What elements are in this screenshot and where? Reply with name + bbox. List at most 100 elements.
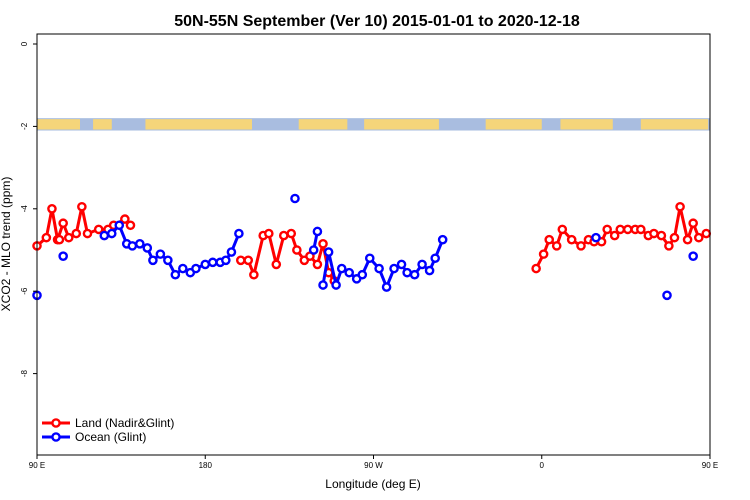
series-layer [32,193,712,301]
series-0-point-1-0 [235,255,246,266]
land-band-2 [145,119,252,130]
series-0-point-2-6 [576,241,586,251]
series-0-point-0-9 [93,224,104,235]
series-1-point-2-14 [417,259,427,270]
series-1-point-2-13 [409,269,420,280]
series-0-point-2-20 [669,232,680,243]
series-1-point-0-10 [170,269,181,280]
series-1-point-2-8 [374,263,384,274]
land-band-5 [485,119,542,130]
series-0-point-2-18 [656,230,667,241]
series-1-point-2-6 [357,269,368,280]
series-1-isolated-point-5 [688,251,698,261]
landmask-strip [37,118,710,131]
series-1-point-2-17 [437,234,448,245]
x-axis: 90 E 180 90 W 0 90 E [29,455,718,470]
series-0-point-2-25 [701,228,712,239]
series-0-point-2-3 [551,241,562,251]
land-band-1 [93,119,112,130]
series-0-point-1-7 [286,228,297,239]
series-0-point-1-1 [243,255,254,266]
series-1-point-1-1 [312,226,323,237]
series-1-point-0-13 [191,263,201,274]
x-tick-label-0: 90 E [29,461,45,470]
series-1-point-0-19 [234,228,244,239]
series-0-point-1-4 [264,228,274,239]
x-tick-label-3: 0 [540,461,545,470]
series-1-isolated-point-1 [58,251,68,261]
series-0-point-1-6 [278,230,289,241]
series-1-point-0-14 [200,259,211,270]
series-1-point-2-16 [430,253,440,264]
series-1-isolated-point-3 [591,232,601,243]
legend-marker-1 [51,432,61,442]
series-0-point-1-12 [318,239,328,249]
series-1-point-0-7 [148,255,158,266]
series-1-line-0 [103,223,241,277]
series-1-point-0-0 [99,230,110,241]
series-1-point-0-6 [142,243,153,253]
series-0-point-2-0 [531,263,541,274]
series-1-point-2-4 [344,267,354,278]
land-band-0 [37,119,80,130]
x-axis-label: Longitude (deg E) [325,477,420,491]
x-tick-label-1: 180 [199,461,213,470]
y-tick-label-4: -8 [20,369,29,377]
series-0-point-0-13 [125,220,136,231]
series-1-point-2-11 [396,259,407,270]
series-1-point-0-2 [114,220,125,231]
legend-label-0: Land (Nadir&Glint) [75,416,174,430]
land-band-3 [298,119,348,130]
series-1-point-2-10 [389,263,399,274]
series-0-line-2 [534,205,707,270]
series-0-point-2-13 [622,224,633,235]
series-1-point-2-2 [331,280,341,290]
series-0-point-0-6 [71,228,82,239]
series-0-point-2-21 [675,201,685,212]
series-0-point-1-2 [249,269,259,280]
series-1-point-1-0 [308,245,319,255]
series-1-point-0-9 [163,255,173,266]
x-tick-label-2: 90 W [364,461,383,470]
series-1-point-0-8 [155,249,166,259]
series-1-point-0-15 [207,257,218,268]
series-1-point-2-1 [323,247,334,257]
series-1-point-0-5 [135,239,145,249]
series-0-point-2-23 [688,218,698,229]
land-band-4 [364,119,439,130]
series-1-point-0-17 [221,255,231,266]
series-1-point-2-9 [381,282,392,292]
series-0-point-2-15 [636,224,646,235]
y-axis-label: XCO2 - MLO trend (ppm) [0,177,13,312]
y-tick-label-0: 0 [20,41,29,46]
y-axis: 0 -2 -4 -6 -8 [20,41,37,377]
series-0-point-1-5 [271,259,282,270]
series-0-point-0-8 [82,228,93,239]
series-1-point-2-3 [336,263,347,274]
y-tick-label-3: -6 [20,287,29,295]
legend-label-1: Ocean (Glint) [75,430,146,444]
y-tick-label-1: -2 [20,122,29,130]
series-0-point-0-7 [77,201,87,212]
series-0-point-2-17 [649,228,659,239]
series-1-point-0-18 [226,247,237,257]
series-1 [32,193,698,301]
y-tick-label-2: -4 [20,205,29,213]
legend: Land (Nadir&Glint)Ocean (Glint) [42,416,174,444]
series-1-point-0-4 [127,241,138,251]
series-0-point-2-24 [693,232,704,243]
series-1-point-2-15 [424,265,435,276]
series-1-point-2-12 [402,267,412,278]
series-0-point-2-1 [538,249,549,259]
series-0-point-0-5 [63,232,74,243]
series-0-point-2-5 [566,234,577,245]
series-0-point-2-12 [615,224,626,235]
series-1-isolated-point-4 [662,290,672,301]
series-0-point-0-2 [47,203,57,214]
land-band-7 [640,119,709,130]
series-0-point-1-8 [292,245,302,255]
series-0-point-2-4 [557,224,568,235]
series-1-point-0-11 [178,263,188,274]
land-band-6 [560,119,613,130]
